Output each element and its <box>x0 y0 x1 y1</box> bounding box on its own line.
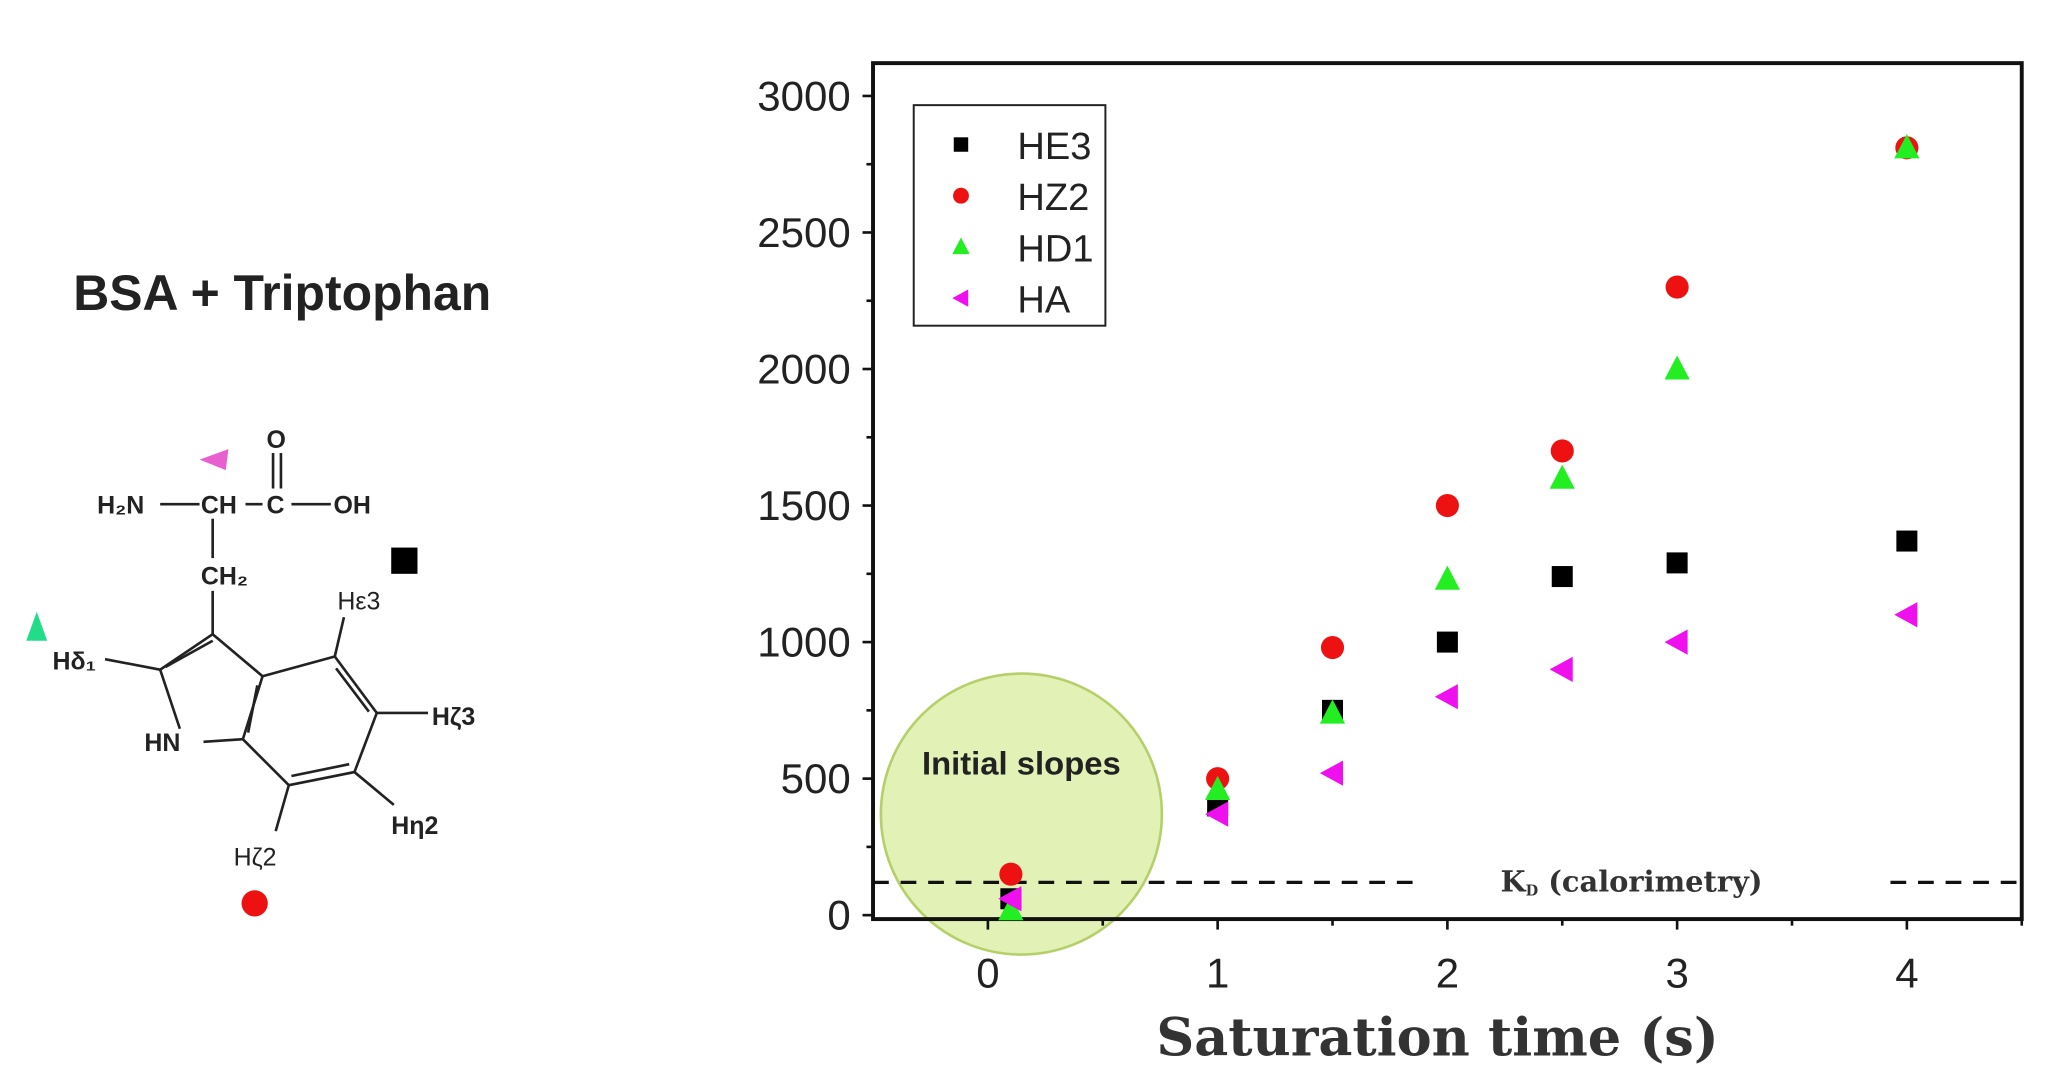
label-ch: CH <box>201 491 237 519</box>
label-h2n: H₂N <box>97 491 144 519</box>
y-tick-label: 1000 <box>757 619 850 666</box>
data-point-he3 <box>1436 631 1458 653</box>
panel-title: BSA + Triptophan <box>73 265 491 321</box>
label-c: C <box>267 491 285 519</box>
data-point-hd1 <box>998 896 1024 921</box>
data-point-hd1 <box>1664 355 1690 380</box>
initial-slopes-annotation: Initial slopes <box>922 745 1121 782</box>
data-point-ha <box>1549 656 1573 682</box>
kd-label-rest: (calorimetry) <box>1538 865 1762 899</box>
x-tick-label: 1 <box>1206 949 1229 996</box>
y-tick-label: 1500 <box>757 482 850 529</box>
data-point-hd1 <box>1205 775 1231 801</box>
x-axis-label: Saturation time (s) <box>1156 1008 1718 1069</box>
y-tick-label: 3000 <box>757 72 850 119</box>
data-point-ha <box>1205 801 1229 827</box>
x-tick-label: 2 <box>1436 949 1459 996</box>
y-tick-label: 2500 <box>757 209 850 256</box>
data-point-hd1 <box>1894 134 1920 159</box>
legend-label-hz2: HZ2 <box>1017 177 1089 219</box>
data-point-hz2 <box>1665 275 1689 299</box>
tryptophan-structure <box>104 453 428 832</box>
label-hn: HN <box>144 729 180 757</box>
label-hd1: Hδ₁ <box>53 648 96 676</box>
legend-label-hd1: HD1 <box>1017 228 1093 270</box>
x-tick-label: 3 <box>1665 949 1688 996</box>
initial-slopes-highlight <box>879 672 1164 956</box>
data-point-he3 <box>1896 530 1918 552</box>
data-point-ha <box>1319 760 1344 786</box>
x-tick-label: 0 <box>976 949 999 996</box>
kd-label-sub: D <box>1526 882 1539 899</box>
legend-label-ha: HA <box>1017 280 1070 322</box>
data-point-hz2 <box>1550 439 1574 463</box>
data-point-hd1 <box>1549 464 1575 489</box>
data-point-hz2 <box>1435 494 1459 518</box>
legend-marker-ha <box>952 289 969 307</box>
data-point-hz2 <box>999 862 1023 886</box>
data-point-ha <box>1664 629 1688 655</box>
data-point-ha <box>1434 684 1458 710</box>
label-oh: OH <box>333 491 370 519</box>
hd1-marker-on-structure <box>26 611 48 641</box>
y-tick-label: 500 <box>781 755 851 802</box>
kd-label-k: K <box>1501 865 1527 899</box>
data-point-hd1 <box>1434 565 1460 590</box>
kd-label: KD (calorimetry) <box>1501 865 1763 900</box>
label-he3: Hε3 <box>337 587 380 615</box>
data-point-he3 <box>1551 566 1573 588</box>
label-hz3: Hζ3 <box>432 703 475 731</box>
he3-marker-on-structure <box>391 547 418 574</box>
legend-marker-he3 <box>953 137 969 152</box>
data-point-he3 <box>1666 552 1688 574</box>
label-o: O <box>267 426 286 454</box>
data-point-hd1 <box>1319 699 1346 724</box>
label-ch2: CH₂ <box>201 562 248 590</box>
ha-marker-on-structure <box>199 449 229 471</box>
x-tick-label: 4 <box>1895 949 1918 996</box>
legend <box>912 104 1107 327</box>
y-tick-label: 2000 <box>757 345 850 392</box>
legend-marker-hd1 <box>952 237 970 255</box>
hz2-marker-on-structure <box>241 890 268 917</box>
legend-marker-hz2 <box>953 187 969 204</box>
data-point-ha <box>998 886 1022 912</box>
legend-label-he3: HE3 <box>1017 126 1091 168</box>
label-hz2: Hζ2 <box>234 843 277 871</box>
label-hh2: Hη2 <box>391 812 438 840</box>
data-point-hz2 <box>1320 635 1345 660</box>
data-point-ha <box>1894 602 1918 628</box>
y-tick-label: 0 <box>827 892 850 939</box>
